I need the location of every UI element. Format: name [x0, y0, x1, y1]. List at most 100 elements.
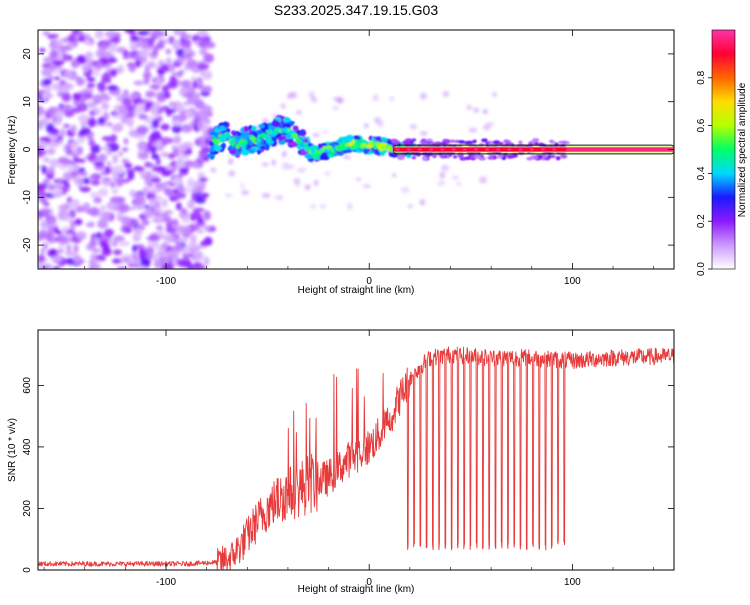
heatmap-faint-blob: [295, 182, 300, 188]
heatmap-noise-blob: [194, 99, 205, 110]
heatmap-noise-blob: [198, 61, 206, 71]
spectrogram-y-tick-label: -10: [22, 190, 33, 205]
heatmap-noise-blob: [102, 243, 110, 252]
heatmap-noise-blob: [175, 202, 182, 211]
heatmap-noise-blob: [196, 30, 209, 37]
heatmap-noise-blob: [132, 244, 138, 253]
heatmap-faint-blob: [333, 96, 342, 102]
heatmap-noise-blob: [153, 216, 163, 223]
heatmap-noise-blob: [147, 238, 159, 249]
heatmap-noise-blob: [93, 161, 105, 167]
heatmap-noise-blob: [110, 198, 119, 203]
heatmap-faint-blob: [282, 150, 287, 158]
heatmap-core-blob: [316, 152, 321, 157]
heatmap-noise-blob: [133, 166, 145, 171]
heatmap-noise-blob: [86, 101, 96, 109]
heatmap-core-blob: [311, 153, 318, 159]
heatmap-noise-blob: [121, 97, 133, 106]
heatmap-noise-blob: [183, 47, 193, 55]
heatmap-noise-blob: [147, 61, 156, 69]
heatmap-noise-blob: [57, 177, 64, 185]
heatmap-faint-blob: [285, 164, 295, 169]
heatmap-noise-blob: [198, 177, 208, 182]
heatmap-noise-blob: [104, 210, 111, 221]
heatmap-noise-blob: [116, 94, 123, 103]
heatmap-noise-blob: [179, 172, 185, 177]
snr-x-tick-label: 100: [564, 577, 581, 588]
heatmap-faint-blob: [468, 127, 478, 133]
heatmap-noise-blob: [38, 137, 51, 142]
heatmap-noise-blob: [38, 124, 44, 130]
heatmap-noise-blob: [79, 186, 91, 193]
heatmap-noise-blob: [74, 219, 83, 225]
heatmap-noise-blob: [139, 49, 149, 58]
heatmap-noise-blob: [77, 114, 90, 123]
heatmap-noise-blob: [195, 251, 204, 261]
heatmap-halo-blob: [464, 156, 472, 161]
heatmap-noise-blob: [152, 48, 159, 55]
heatmap-faint-blob: [347, 202, 353, 210]
heatmap-noise-blob: [38, 106, 45, 116]
heatmap-noise-blob: [165, 216, 173, 226]
heatmap-noise-blob: [84, 209, 97, 215]
heatmap-noise-blob: [82, 64, 90, 73]
heatmap-noise-blob: [128, 189, 136, 197]
heatmap-signal-blob: [381, 138, 388, 143]
heatmap-halo-blob: [561, 140, 567, 145]
heatmap-halo-blob: [532, 137, 540, 143]
heatmap-noise-blob: [104, 228, 114, 237]
heatmap-noise-blob: [118, 241, 131, 247]
heatmap-noise-blob: [177, 184, 185, 194]
heatmap-faint-blob: [362, 184, 371, 188]
heatmap-noise-blob: [97, 83, 107, 93]
heatmap-noise-blob: [141, 219, 150, 226]
heatmap-noise-blob: [107, 142, 120, 152]
heatmap-noise-blob: [66, 243, 72, 254]
heatmap-noise-blob: [133, 80, 145, 86]
heatmap-faint-blob: [297, 167, 306, 173]
heatmap-halo-blob: [440, 141, 447, 146]
snr-line: [38, 346, 674, 570]
heatmap-halo-blob: [503, 139, 510, 144]
heatmap-noise-blob: [201, 85, 213, 93]
heatmap-noise-blob: [55, 109, 64, 119]
heatmap-noise-blob: [74, 158, 86, 163]
heatmap-noise-blob: [48, 225, 55, 231]
snr-y-axis-label: SNR (10 * v/v): [7, 418, 18, 482]
heatmap-noise-blob: [161, 198, 168, 208]
heatmap-halo-blob: [526, 156, 534, 161]
heatmap-faint-blob: [240, 183, 245, 189]
heatmap-halo-blob: [442, 138, 450, 143]
heatmap-noise-blob: [41, 91, 48, 100]
heatmap-noise-blob: [59, 79, 66, 86]
heatmap-core-blob: [293, 133, 299, 138]
heatmap-faint-blob: [228, 158, 234, 165]
heatmap-noise-blob: [137, 152, 149, 160]
steady-band-peak: [462, 148, 467, 151]
heatmap-noise-blob: [174, 192, 187, 199]
heatmap-noise-blob: [202, 131, 208, 139]
heatmap-signal-blob: [375, 137, 382, 142]
heatmap-noise-blob: [70, 140, 79, 147]
heatmap-noise-blob: [83, 33, 90, 39]
heatmap-noise-blob: [97, 116, 106, 126]
heatmap-noise-blob: [40, 248, 46, 255]
heatmap-halo-blob: [458, 140, 466, 144]
heatmap-noise-blob: [164, 235, 176, 244]
heatmap-noise-blob: [203, 256, 210, 267]
heatmap-noise-blob: [133, 227, 144, 237]
heatmap-noise-blob: [62, 104, 71, 111]
heatmap-faint-blob: [409, 124, 417, 130]
heatmap-core-blob: [230, 137, 236, 142]
heatmap-noise-blob: [88, 260, 97, 265]
heatmap-noise-blob: [89, 192, 100, 198]
heatmap-noise-blob: [72, 92, 81, 101]
heatmap-noise-blob: [88, 109, 96, 117]
heatmap-noise-blob: [152, 30, 163, 39]
heatmap-noise-blob: [98, 188, 109, 197]
heatmap-noise-blob: [136, 125, 148, 135]
heatmap-halo-blob: [549, 140, 556, 144]
heatmap-noise-blob: [161, 242, 169, 251]
heatmap-noise-blob: [196, 156, 204, 165]
heatmap-noise-blob: [76, 57, 87, 64]
